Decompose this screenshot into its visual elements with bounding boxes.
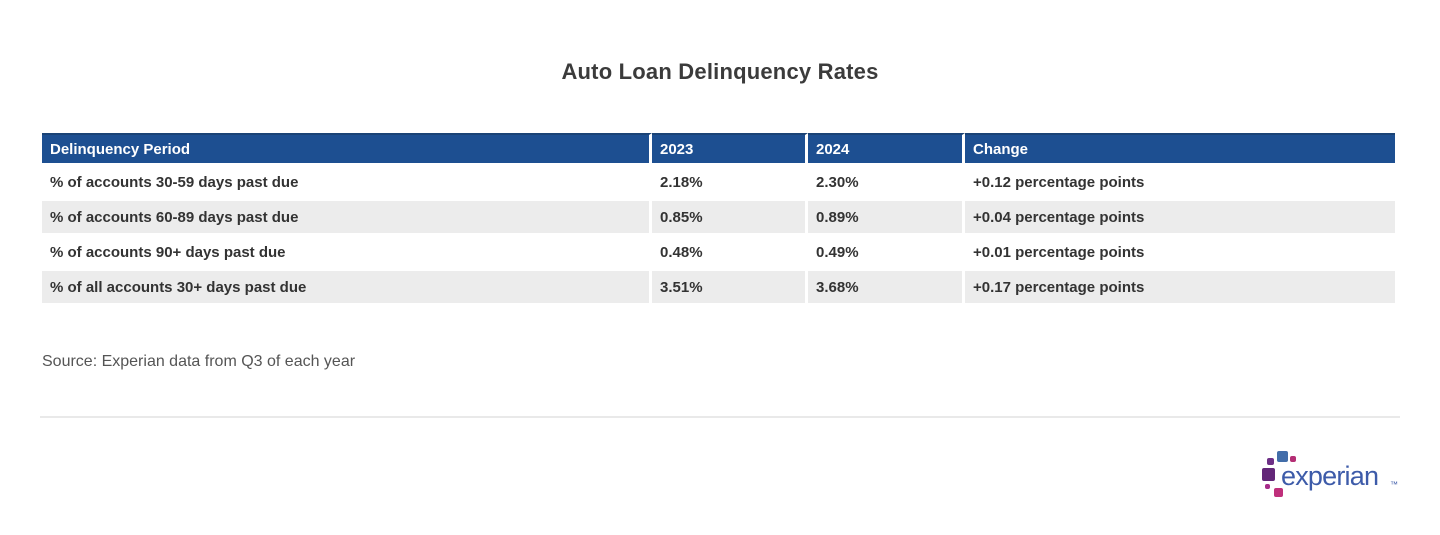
column-header-2024: 2024 bbox=[808, 133, 965, 166]
logo-square-magenta-dot-icon bbox=[1265, 484, 1270, 489]
logo-square-magenta-bottom-icon bbox=[1274, 488, 1283, 497]
cell-2024: 3.68% bbox=[808, 271, 965, 306]
cell-2023: 3.51% bbox=[652, 271, 808, 306]
table-row: % of accounts 90+ days past due 0.48% 0.… bbox=[42, 236, 1395, 271]
source-note: Source: Experian data from Q3 of each ye… bbox=[42, 353, 356, 370]
column-header-2023: 2023 bbox=[652, 133, 808, 166]
cell-2024: 0.89% bbox=[808, 201, 965, 236]
cell-2023: 0.85% bbox=[652, 201, 808, 236]
logo-square-magenta-small-icon bbox=[1290, 456, 1296, 462]
cell-change: +0.01 percentage points bbox=[965, 236, 1395, 271]
trademark-symbol: ™ bbox=[1390, 480, 1398, 489]
experian-wordmark: experian bbox=[1281, 461, 1379, 491]
logo-square-purple-large-icon bbox=[1262, 468, 1275, 481]
cell-2024: 0.49% bbox=[808, 236, 965, 271]
table-row: % of accounts 60-89 days past due 0.85% … bbox=[42, 201, 1395, 236]
logo-square-purple-small-icon bbox=[1267, 458, 1274, 465]
cell-period: % of accounts 30-59 days past due bbox=[42, 166, 652, 201]
table-row: % of accounts 30-59 days past due 2.18% … bbox=[42, 166, 1395, 201]
cell-2023: 0.48% bbox=[652, 236, 808, 271]
cell-change: +0.04 percentage points bbox=[965, 201, 1395, 236]
page-title: Auto Loan Delinquency Rates bbox=[561, 59, 879, 84]
experian-logo: experian ™ bbox=[1262, 447, 1402, 505]
table-row: % of all accounts 30+ days past due 3.51… bbox=[42, 271, 1395, 306]
logo-square-blue-icon bbox=[1277, 451, 1288, 462]
cell-2023: 2.18% bbox=[652, 166, 808, 201]
table-header-row: Delinquency Period 2023 2024 Change bbox=[42, 133, 1395, 166]
cell-change: +0.12 percentage points bbox=[965, 166, 1395, 201]
cell-change: +0.17 percentage points bbox=[965, 271, 1395, 306]
cell-period: % of accounts 90+ days past due bbox=[42, 236, 652, 271]
cell-period: % of accounts 60-89 days past due bbox=[42, 201, 652, 236]
column-header-period: Delinquency Period bbox=[42, 133, 652, 166]
delinquency-table: Delinquency Period 2023 2024 Change % of… bbox=[42, 133, 1395, 306]
cell-2024: 2.30% bbox=[808, 166, 965, 201]
cell-period: % of all accounts 30+ days past due bbox=[42, 271, 652, 306]
divider-line bbox=[40, 416, 1400, 418]
column-header-change: Change bbox=[965, 133, 1395, 166]
